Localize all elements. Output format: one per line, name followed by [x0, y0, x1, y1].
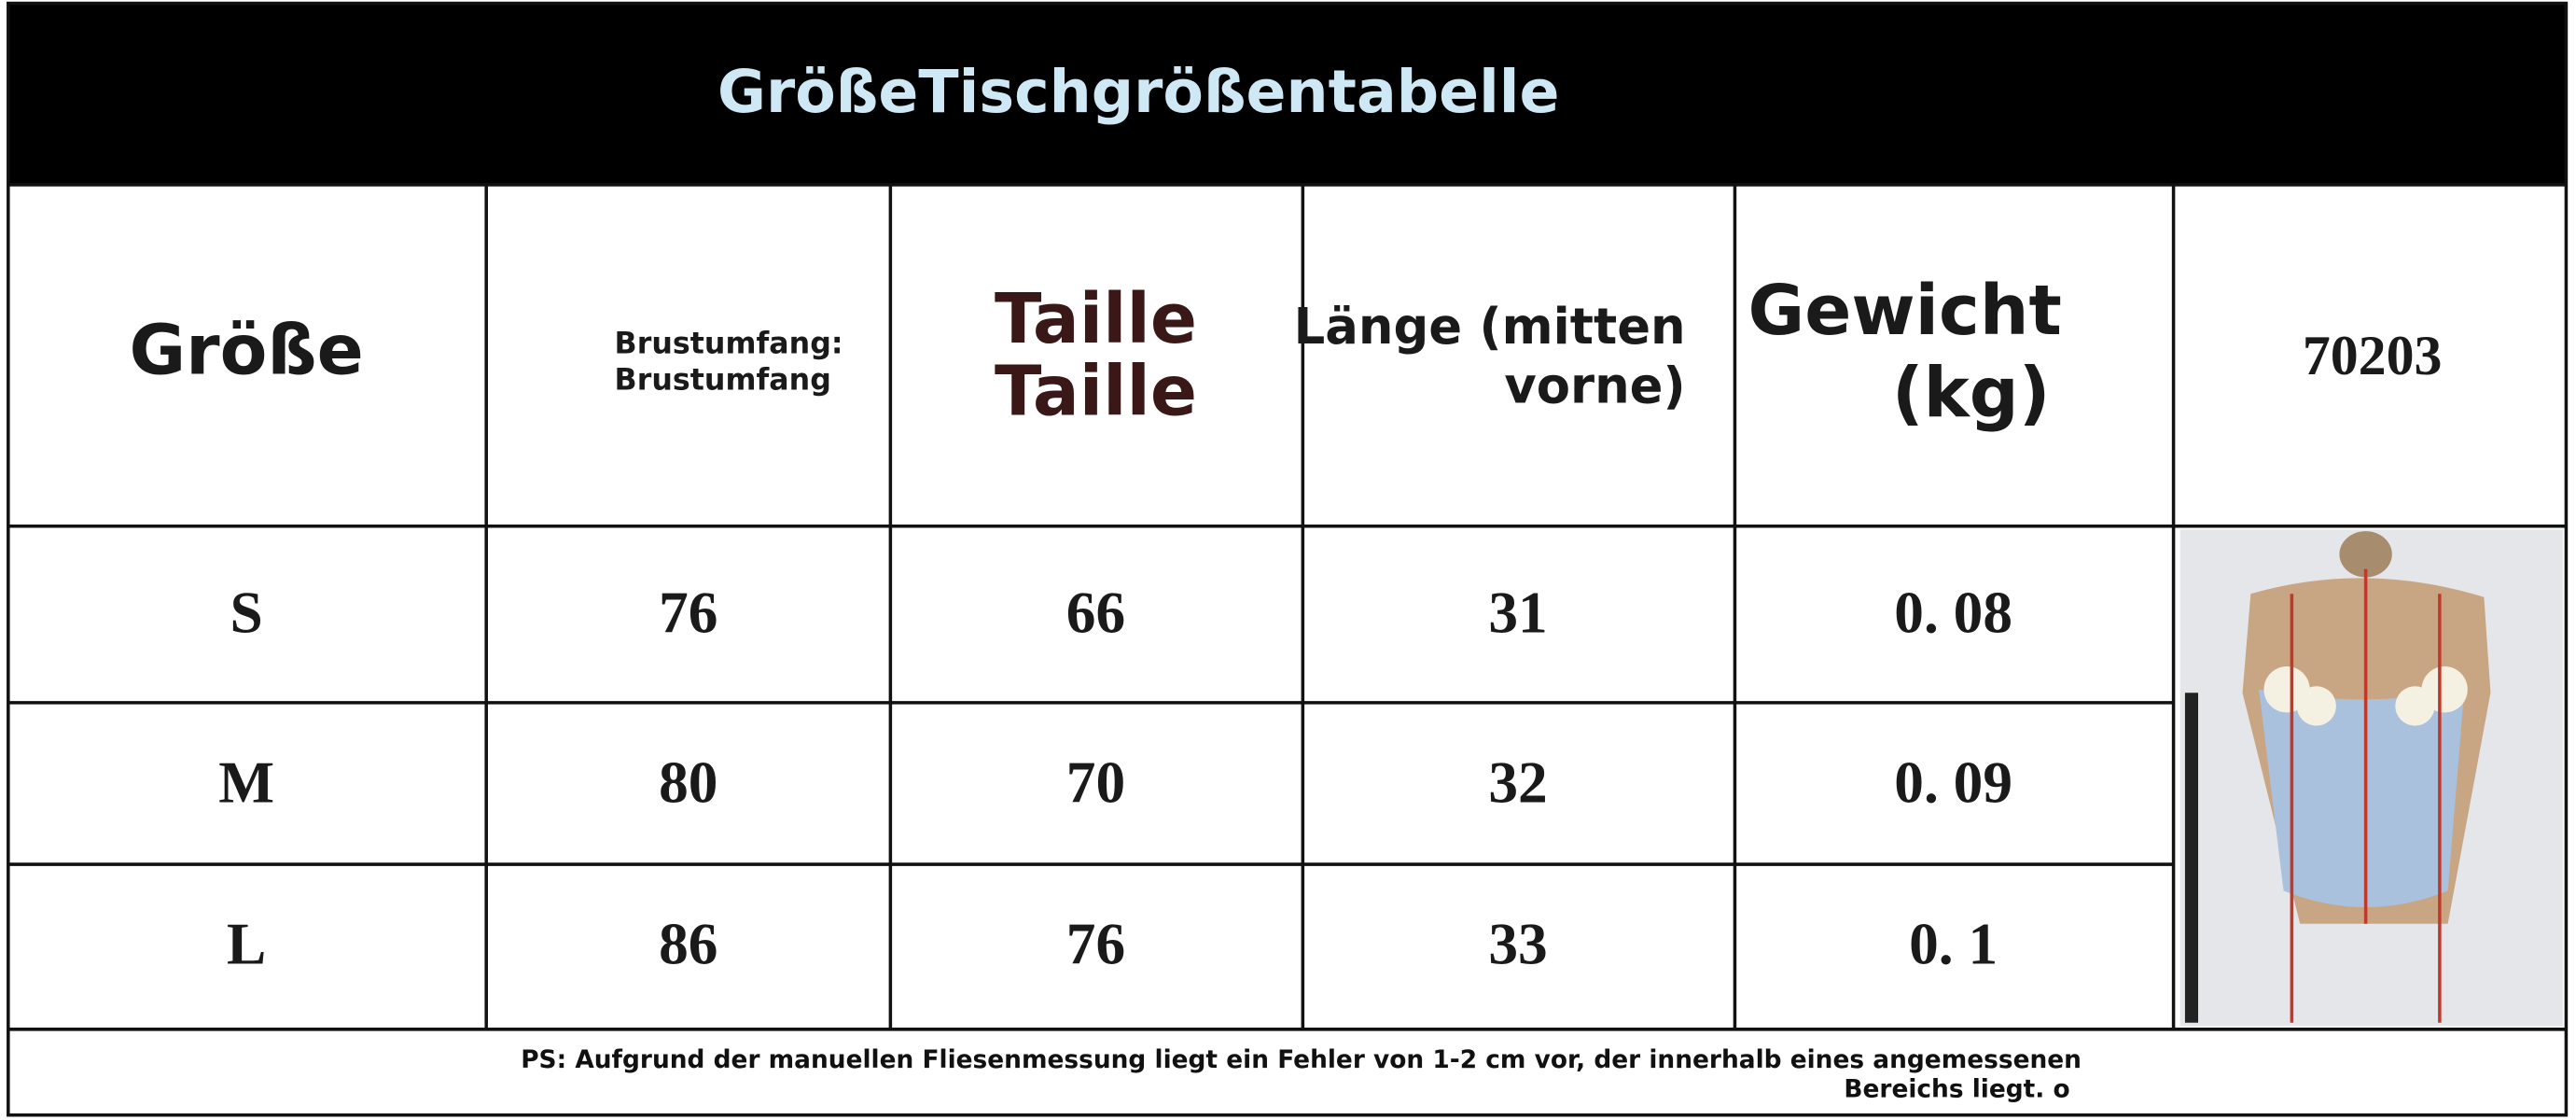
header-text: Taille [995, 352, 1197, 432]
flower [2296, 686, 2336, 726]
product-photo [2179, 529, 2563, 1027]
header-text: 70203 [2303, 325, 2443, 386]
cell-value: 76 [659, 579, 717, 645]
cell-value: 70 [1066, 749, 1125, 815]
header-text: Brustumfang: [615, 327, 843, 360]
corset [2259, 689, 2465, 908]
size-label: S [230, 579, 262, 645]
cell-value: 33 [1488, 910, 1547, 976]
cell-value: 76 [1066, 910, 1125, 976]
measure-lines [2290, 568, 2442, 1023]
title-bar [7, 3, 2567, 185]
size-label: M [218, 749, 274, 815]
header-text: Taille [995, 279, 1197, 359]
footnote: PS: Aufgrund der manuellen Fliesenmessun… [521, 1045, 2082, 1074]
cell-value: 80 [659, 749, 717, 815]
title: GrößeTischgrößentabelle [717, 57, 1560, 126]
size-label: L [227, 910, 266, 976]
flower [2421, 665, 2468, 713]
footnote: Bereichs liegt. o [1844, 1075, 2069, 1104]
mannequin-head [2339, 531, 2392, 578]
header-text: Größe [129, 310, 363, 390]
table-grid [7, 1, 2569, 1117]
cell-value: 0. 08 [1894, 579, 2012, 645]
cell-value: 0. 09 [1894, 749, 2012, 815]
cell-value: 86 [659, 910, 717, 976]
header-text: Länge (mitten [1294, 299, 1686, 356]
outer-border [7, 1, 2569, 1117]
cell-value: 31 [1488, 579, 1547, 645]
header-text: (kg) [1892, 353, 2051, 433]
header-text: vorne) [1504, 358, 1685, 415]
header-text: Gewicht [1748, 271, 2062, 351]
cell-value: 0. 1 [1909, 910, 1998, 976]
cell-value: 66 [1066, 579, 1125, 645]
cell-value: 32 [1488, 749, 1547, 815]
stand [2184, 693, 2199, 1023]
header-text: Brustumfang [615, 363, 831, 397]
